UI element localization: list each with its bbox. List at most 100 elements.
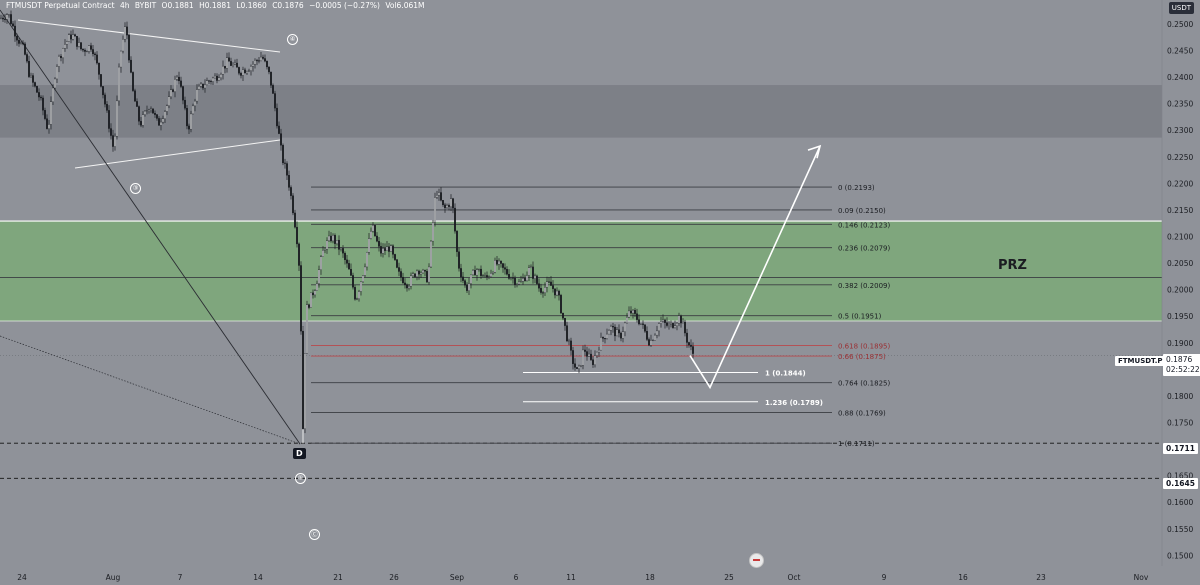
candle-body-175 bbox=[350, 269, 352, 276]
candle-body-133 bbox=[266, 60, 268, 68]
candle-body-91 bbox=[182, 86, 184, 101]
last-price-tag: 0.1876 02:52:22 bbox=[1163, 354, 1200, 376]
candle-body-8 bbox=[16, 36, 18, 41]
candle-body-32 bbox=[64, 44, 66, 49]
candle-body-262 bbox=[524, 278, 526, 282]
candle-body-34 bbox=[68, 34, 70, 42]
candle-body-206 bbox=[412, 273, 414, 276]
candle-body-182 bbox=[364, 266, 366, 276]
candle-body-245 bbox=[490, 273, 492, 277]
candle-body-322 bbox=[644, 324, 646, 332]
candle-body-301 bbox=[602, 337, 604, 339]
y-tick-label-9: 0.2050 bbox=[1167, 259, 1193, 268]
candle-body-266 bbox=[532, 266, 534, 279]
candle-body-331 bbox=[662, 319, 664, 322]
candle-body-122 bbox=[244, 69, 246, 74]
candle-body-178 bbox=[356, 298, 358, 300]
candle-body-187 bbox=[374, 225, 376, 237]
candle-body-227 bbox=[454, 207, 456, 232]
candle-body-106 bbox=[212, 77, 214, 82]
y-tick-label-11: 0.1950 bbox=[1167, 312, 1193, 321]
candle-body-13 bbox=[26, 54, 28, 62]
candle-body-194 bbox=[388, 246, 390, 252]
candle-body-19 bbox=[38, 92, 40, 98]
candle-body-50 bbox=[100, 74, 102, 87]
x-tick-label-9: 18 bbox=[645, 573, 655, 582]
candle-body-123 bbox=[246, 71, 248, 74]
projection-path bbox=[689, 145, 821, 390]
candle-body-247 bbox=[494, 260, 496, 273]
level-tag-1: 0.1645 bbox=[1163, 478, 1198, 489]
candle-body-270 bbox=[540, 288, 542, 293]
candle-body-109 bbox=[218, 77, 220, 81]
candle-body-313 bbox=[626, 317, 628, 324]
candle-body-159 bbox=[318, 269, 320, 284]
candle-body-62 bbox=[124, 26, 126, 40]
candle-body-43 bbox=[86, 51, 88, 53]
currency-badge[interactable]: USDT bbox=[1168, 2, 1194, 14]
candle-body-68 bbox=[136, 101, 138, 107]
candle-body-285 bbox=[570, 340, 572, 351]
candle-body-198 bbox=[396, 259, 398, 268]
candle-body-87 bbox=[174, 78, 176, 92]
candle-body-26 bbox=[52, 87, 54, 102]
candle-body-164 bbox=[328, 235, 330, 241]
candle-body-95 bbox=[190, 113, 192, 130]
candle-body-126 bbox=[252, 63, 254, 67]
candle-body-90 bbox=[180, 80, 182, 87]
candle-body-76 bbox=[152, 108, 154, 114]
candle-body-190 bbox=[380, 246, 382, 254]
candle-body-94 bbox=[188, 125, 190, 130]
candle-body-96 bbox=[192, 105, 194, 115]
candle-body-51 bbox=[102, 86, 104, 96]
candle-body-0 bbox=[0, 17, 2, 19]
y-tick-label-14: 0.1800 bbox=[1167, 392, 1193, 401]
candle-body-343 bbox=[686, 332, 688, 343]
candle-body-170 bbox=[340, 248, 342, 250]
candle-body-162 bbox=[324, 249, 326, 251]
candle-body-308 bbox=[616, 329, 618, 337]
candle-body-139 bbox=[278, 125, 280, 134]
pattern-point-d-label: D bbox=[293, 448, 306, 459]
y-tick-label-12: 0.1900 bbox=[1167, 339, 1193, 348]
candle-body-154 bbox=[308, 304, 310, 308]
candle-body-156 bbox=[312, 292, 314, 296]
fib-level-label-7: 0.66 (0.1875) bbox=[838, 353, 886, 361]
candle-body-244 bbox=[488, 276, 490, 278]
candle-body-167 bbox=[334, 235, 336, 244]
candle-body-176 bbox=[352, 275, 354, 288]
candle-body-12 bbox=[24, 43, 26, 55]
y-tick-label-3: 0.2350 bbox=[1167, 100, 1193, 109]
y-tick-label-0: 0.2500 bbox=[1167, 20, 1193, 29]
candle-body-249 bbox=[498, 260, 500, 265]
candle-body-250 bbox=[500, 260, 502, 264]
candle-body-291 bbox=[582, 349, 584, 366]
candle-body-163 bbox=[326, 240, 328, 250]
candle-body-197 bbox=[394, 254, 396, 260]
candle-body-35 bbox=[70, 34, 72, 40]
candle-body-131 bbox=[262, 56, 264, 59]
candle-body-289 bbox=[578, 365, 580, 369]
candle-body-42 bbox=[84, 49, 86, 52]
candle-body-340 bbox=[680, 315, 682, 324]
candle-body-79 bbox=[158, 118, 160, 126]
fib-level-label-10: 1 (0.1711) bbox=[838, 440, 875, 448]
candle-body-260 bbox=[520, 281, 522, 283]
candle-body-121 bbox=[242, 69, 244, 76]
candle-body-312 bbox=[624, 322, 626, 332]
trendlines-layer bbox=[0, 9, 301, 445]
candle-body-345 bbox=[690, 344, 692, 347]
candle-body-168 bbox=[336, 239, 338, 244]
prz-zone bbox=[0, 221, 1162, 321]
candle-body-58 bbox=[116, 100, 118, 137]
candle-body-200 bbox=[400, 271, 402, 278]
candle-body-251 bbox=[502, 263, 504, 268]
x-tick-label-4: 21 bbox=[333, 573, 343, 582]
candle-body-4 bbox=[8, 14, 10, 16]
candle-body-160 bbox=[320, 256, 322, 270]
candle-body-183 bbox=[366, 252, 368, 268]
candle-body-242 bbox=[484, 275, 486, 277]
candle-body-55 bbox=[110, 128, 112, 136]
candle-body-137 bbox=[274, 93, 276, 109]
